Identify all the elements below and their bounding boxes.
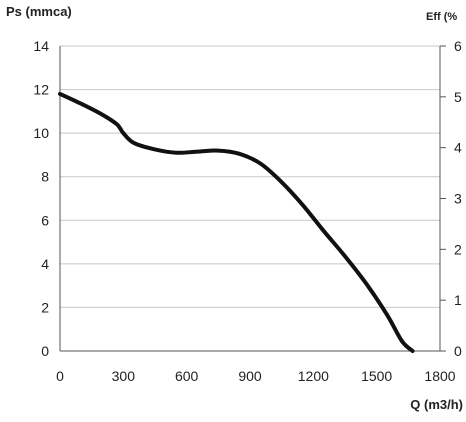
y-tick-label-1: 2 [41, 299, 49, 315]
y2-tick-label-3: 3 [454, 191, 462, 207]
x-tick-label-4: 1200 [298, 368, 329, 384]
y2-tick-label-2: 2 [454, 241, 462, 257]
y2-tick-label-0: 0 [454, 343, 462, 359]
y-tick-label-3: 6 [41, 212, 49, 228]
y2-tick-label-4: 4 [454, 140, 462, 156]
series-line-0 [58, 91, 415, 353]
y2-axis-title: Eff (% [426, 11, 457, 23]
x-tick-label-6: 1800 [424, 368, 455, 384]
y-tick-label-5: 10 [33, 125, 49, 141]
y-tick-label-0: 0 [41, 343, 49, 359]
x-tick-label-0: 0 [56, 368, 64, 384]
y-tick-label-2: 4 [41, 256, 49, 272]
axes-layer [59, 45, 446, 352]
y2-tick-label-5: 5 [454, 89, 462, 105]
y-tick-label-6: 12 [33, 82, 49, 98]
y-tick-label-4: 8 [41, 169, 49, 185]
grid-layer [60, 45, 440, 308]
series-layer [58, 91, 415, 353]
y2-tick-label-1: 1 [454, 292, 462, 308]
y-tick-label-7: 14 [33, 38, 49, 54]
x-axis-title: Q (m3/h) [410, 397, 463, 412]
x-tick-label-3: 900 [238, 368, 262, 384]
x-tick-label-5: 1500 [361, 368, 392, 384]
y-axis-title: Ps (mmca) [6, 4, 72, 19]
y2-tick-label-6: 6 [454, 38, 462, 54]
x-tick-label-2: 600 [175, 368, 199, 384]
x-tick-label-1: 300 [112, 368, 136, 384]
